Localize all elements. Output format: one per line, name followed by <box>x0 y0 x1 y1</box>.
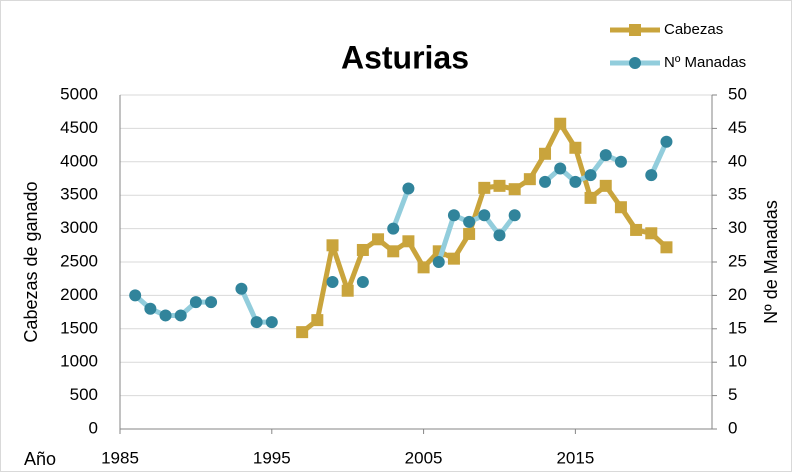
marker <box>296 326 309 339</box>
marker <box>265 316 278 329</box>
marker <box>311 314 324 327</box>
marker <box>174 309 187 322</box>
marker <box>584 169 597 182</box>
marker <box>508 209 521 222</box>
y-tick-label: 1500 <box>60 318 98 337</box>
legend-label: Nº Manadas <box>664 54 746 71</box>
x-tick-label: 2005 <box>405 448 443 467</box>
marker <box>387 245 400 258</box>
marker <box>660 241 673 254</box>
marker <box>539 175 552 188</box>
marker <box>129 289 142 302</box>
x-axis-label: Año <box>24 449 56 469</box>
y2-tick-label: 35 <box>728 185 747 204</box>
marker <box>645 169 658 182</box>
marker <box>402 182 415 195</box>
marker <box>356 276 369 289</box>
y-tick-label: 4500 <box>60 118 98 137</box>
marker <box>159 309 172 322</box>
chart-title: Asturias <box>341 39 469 75</box>
y2-tick-label: 45 <box>728 118 747 137</box>
y2-tick-label: 25 <box>728 251 747 270</box>
marker <box>447 252 460 265</box>
marker <box>463 215 476 228</box>
x-tick-label: 1985 <box>101 448 139 467</box>
legend-marker <box>629 57 641 69</box>
marker <box>447 209 460 222</box>
y2-tick-label: 50 <box>728 84 747 103</box>
marker <box>402 235 415 248</box>
y2-tick-label: 15 <box>728 318 747 337</box>
legend-marker <box>629 24 641 36</box>
marker <box>584 191 597 204</box>
y-tick-label: 2500 <box>60 251 98 270</box>
y2-tick-label: 20 <box>728 285 747 304</box>
marker <box>144 302 157 315</box>
marker <box>493 179 506 192</box>
y2-tick-label: 40 <box>728 151 747 170</box>
marker <box>614 155 627 168</box>
marker <box>599 149 612 162</box>
marker <box>523 173 536 186</box>
marker <box>341 284 354 297</box>
y-tick-label: 2000 <box>60 285 98 304</box>
marker <box>614 201 627 214</box>
marker <box>569 175 582 188</box>
marker <box>539 147 552 160</box>
marker <box>554 117 567 130</box>
marker <box>463 227 476 240</box>
marker <box>205 296 218 309</box>
marker <box>356 243 369 256</box>
marker <box>417 261 430 274</box>
marker <box>478 209 491 222</box>
legend-label: Cabezas <box>664 21 723 38</box>
x-tick-label: 2015 <box>556 448 594 467</box>
marker <box>599 179 612 192</box>
marker <box>554 162 567 175</box>
marker <box>660 135 673 148</box>
marker <box>235 282 248 295</box>
x-tick-label: 1995 <box>253 448 291 467</box>
y-tick-label: 3500 <box>60 185 98 204</box>
marker <box>493 229 506 242</box>
y2-tick-label: 10 <box>728 352 747 371</box>
marker <box>645 227 658 240</box>
marker <box>630 223 643 236</box>
y-tick-label: 500 <box>70 385 98 404</box>
marker <box>478 181 491 194</box>
marker <box>250 316 263 329</box>
marker <box>387 222 400 235</box>
y-tick-label: 1000 <box>60 352 98 371</box>
marker <box>569 141 582 154</box>
marker <box>326 239 339 252</box>
marker <box>508 183 521 196</box>
y2-tick-label: 30 <box>728 218 747 237</box>
y2-tick-label: 5 <box>728 385 737 404</box>
marker <box>372 233 385 246</box>
y-tick-label: 5000 <box>60 84 98 103</box>
y-tick-label: 0 <box>89 418 98 437</box>
y-tick-label: 4000 <box>60 151 98 170</box>
y-axis-label: Cabezas de ganado <box>21 181 41 342</box>
marker <box>432 256 445 268</box>
marker <box>326 276 339 289</box>
y2-axis-label: Nº de Manadas <box>761 200 781 324</box>
y2-tick-label: 0 <box>728 418 737 437</box>
marker <box>189 296 202 309</box>
y-tick-label: 3000 <box>60 218 98 237</box>
